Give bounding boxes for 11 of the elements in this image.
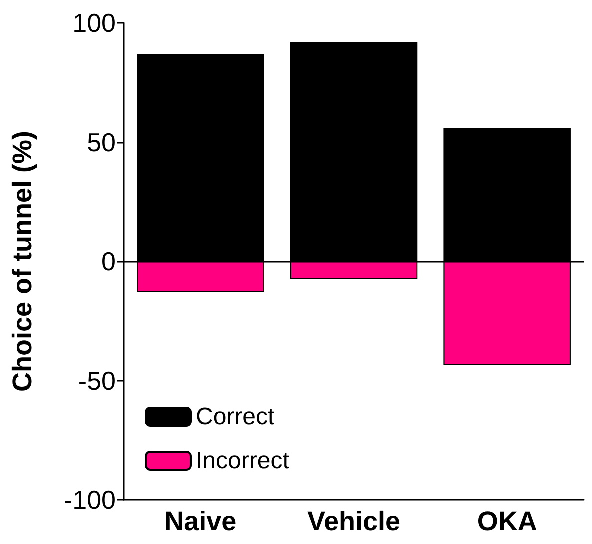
x-tick-label: Naive bbox=[164, 506, 237, 536]
y-axis-title: Choice of tunnel (%) bbox=[8, 131, 38, 392]
y-tick-label: -50 bbox=[78, 366, 116, 396]
x-tick-label: OKA bbox=[477, 506, 538, 536]
y-tick-label: 0 bbox=[102, 246, 116, 276]
legend-label: Correct bbox=[196, 404, 276, 430]
y-tick-label: 50 bbox=[87, 127, 116, 158]
legend-label: Incorrect bbox=[196, 448, 290, 474]
y-tick-label: -100 bbox=[64, 485, 116, 515]
y-tick-label: 100 bbox=[72, 8, 116, 38]
x-tick-label: Vehicle bbox=[307, 506, 401, 536]
